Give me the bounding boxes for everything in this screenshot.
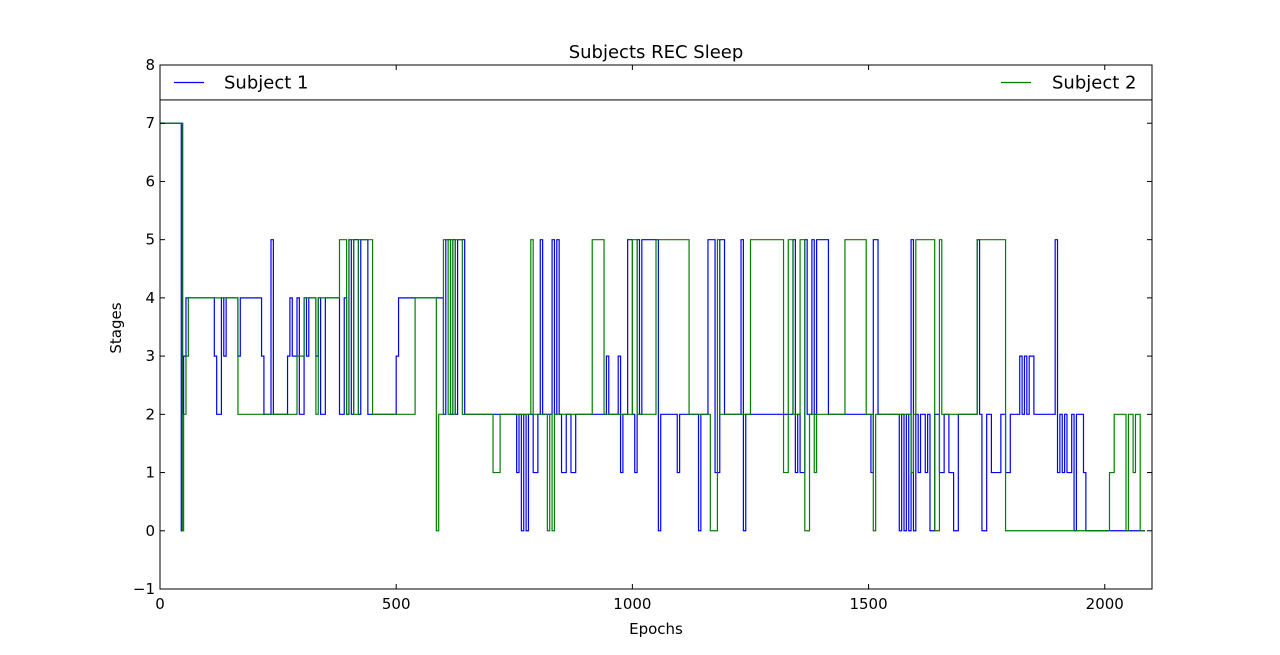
y-tick-label: 6 — [145, 172, 155, 190]
x-tick-label: 500 — [382, 595, 411, 613]
y-tick-label: 4 — [145, 289, 155, 307]
y-tick-label: 2 — [145, 405, 155, 423]
x-tick-label: 1000 — [613, 595, 651, 613]
y-tick-label: 8 — [145, 56, 155, 74]
legend-box — [159, 64, 1153, 101]
x-tick-label: 0 — [155, 595, 165, 613]
plot-area: Subject 1 Subject 20 500 1000 1500 2000−10123… — [133, 56, 1153, 613]
y-tick-label: 1 — [145, 464, 155, 482]
y-axis-title: Stages — [107, 302, 125, 353]
y-tick-label: −1 — [133, 580, 155, 598]
series-line-2 — [160, 122, 1145, 532]
axes-frame — [159, 64, 1153, 590]
y-tick-label: 0 — [145, 522, 155, 540]
legend-label-1: Subject 1 — [224, 72, 308, 93]
y-tick-label: 5 — [145, 231, 155, 249]
chart-title: Subjects REC Sleep — [569, 42, 744, 63]
y-tick-label: 7 — [145, 114, 155, 132]
y-tick-label: 3 — [145, 347, 155, 365]
x-tick-label: 2000 — [1086, 595, 1124, 613]
x-axis-title: Epochs — [629, 620, 683, 638]
x-tick-label: 1500 — [849, 595, 887, 613]
legend-label-2: Subject 2 — [1052, 72, 1136, 93]
